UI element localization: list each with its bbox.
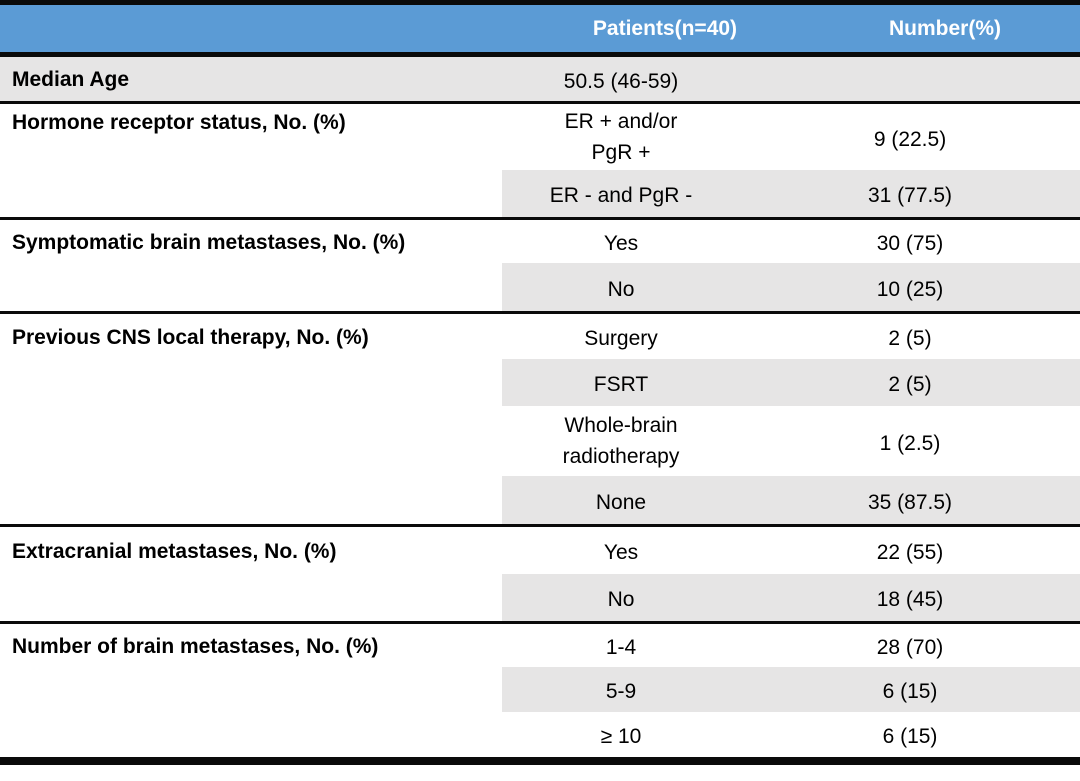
header-empty-cell [0, 5, 502, 52]
number-cell: 35 (87.5) [740, 476, 1080, 524]
value-cell: No [502, 574, 740, 621]
value-cell: ≥ 10 [600, 725, 642, 748]
value-cell: ER - and PgR - [502, 170, 740, 217]
row-label-extracranial-metastases: Extracranial metastases, No. (%) [12, 539, 337, 563]
table-bottom-border [0, 757, 1080, 765]
number-cell: 1 (2.5) [879, 431, 941, 455]
number-cell: 6 (15) [740, 667, 1080, 712]
value-cell: 5-9 [502, 667, 740, 712]
row-label-symptomatic-brain-metastases: Symptomatic brain metastases, No. (%) [12, 230, 406, 254]
row-label-hormone-receptor-status: Hormone receptor status, No. (%) [12, 111, 346, 134]
number-cell: 22 (55) [876, 541, 944, 564]
value-cell: Yes [603, 541, 639, 564]
section-hormone-receptor-status: Hormone receptor status, No. (%) ER + an… [0, 101, 1080, 217]
number-cell: 30 (75) [876, 232, 944, 255]
number-cell: 31 (77.5) [740, 170, 1080, 217]
number-cell: 6 (15) [882, 725, 938, 748]
value-cell: Surgery [584, 327, 658, 350]
number-cell [740, 57, 1080, 101]
section-extracranial-metastases: Extracranial metastases, No. (%) Yes 22 … [0, 524, 1080, 621]
table-header-row: Patients(n=40) Number(%) [0, 0, 1080, 57]
section-number-of-brain-metastases: Number of brain metastases, No. (%) 1-4 … [0, 621, 1080, 757]
number-cell: 18 (45) [740, 574, 1080, 621]
value-cell: 1-4 [605, 636, 637, 659]
row-label-median-age: Median Age [12, 68, 130, 91]
value-cell: Yes [603, 232, 639, 255]
value-cell: 50.5 (46-59) [563, 69, 679, 93]
section-previous-cns-local-therapy: Previous CNS local therapy, No. (%) Surg… [0, 311, 1080, 524]
value-cell: Whole-brain radiotherapy [562, 413, 680, 469]
value-cell: FSRT [502, 359, 740, 406]
value-cell: ER + and/or PgR + [564, 109, 678, 165]
header-patients-label: Patients(n=40) [592, 16, 738, 40]
value-cell: No [502, 263, 740, 311]
section-median-age: Median Age 50.5 (46-59) [0, 57, 1080, 101]
section-symptomatic-brain-metastases: Symptomatic brain metastases, No. (%) Ye… [0, 217, 1080, 311]
number-cell: 28 (70) [876, 636, 944, 659]
row-label-previous-cns-local-therapy: Previous CNS local therapy, No. (%) [12, 325, 369, 349]
number-cell: 2 (5) [888, 327, 932, 350]
number-cell: 9 (22.5) [873, 127, 947, 151]
number-cell: 10 (25) [740, 263, 1080, 311]
row-label-number-of-brain-metastases: Number of brain metastases, No. (%) [12, 634, 379, 658]
value-cell: None [502, 476, 740, 524]
table: Patients(n=40) Number(%) Median Age 50.5… [0, 0, 1080, 765]
header-number-label: Number(%) [888, 16, 1001, 40]
number-cell: 2 (5) [740, 359, 1080, 406]
